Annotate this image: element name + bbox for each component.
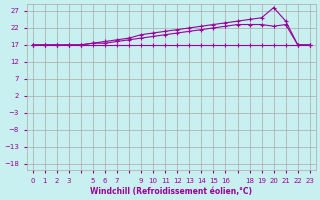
X-axis label: Windchill (Refroidissement éolien,°C): Windchill (Refroidissement éolien,°C) bbox=[90, 187, 252, 196]
